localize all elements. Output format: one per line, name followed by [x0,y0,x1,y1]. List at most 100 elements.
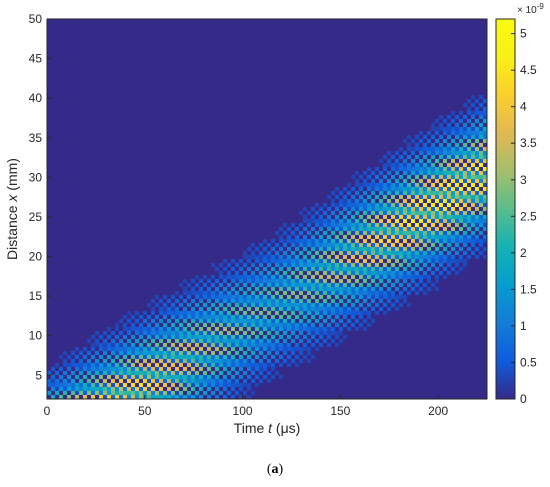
heatmap-cell [311,327,315,331]
heatmap-cell [403,151,407,155]
heatmap-cell [119,359,123,363]
heatmap-cell [123,371,127,375]
heatmap-cell [327,215,331,219]
heatmap-cell [283,311,287,315]
heatmap-cell [395,207,399,211]
heatmap-cell [331,239,335,243]
heatmap-cell [219,371,223,375]
heatmap-cell [151,327,155,331]
heatmap-cell [351,215,355,219]
heatmap-cell [363,247,367,251]
y-tick-label: 35 [29,131,43,145]
heatmap-cell [259,319,263,323]
heatmap-cell [339,247,343,251]
heatmap-cell [75,347,79,351]
heatmap-cell [223,367,227,371]
heatmap-cell [79,367,83,371]
heatmap-cell [215,343,219,347]
heatmap-cell [83,367,87,371]
heatmap-cell [343,207,347,211]
heatmap-cell [363,271,367,275]
heatmap-cell [87,387,91,391]
heatmap-cell [479,251,483,255]
heatmap-cell [483,115,487,119]
heatmap-cell [387,279,391,283]
heatmap-cell [355,279,359,283]
heatmap-cell [319,263,323,267]
heatmap-cell [139,387,143,391]
heatmap-cell [303,303,307,307]
heatmap-cell [451,231,455,235]
heatmap-cell [355,307,359,311]
heatmap-cell [175,339,179,343]
heatmap-cell [135,319,139,323]
heatmap-cell [371,223,375,227]
heatmap-cell [267,299,271,303]
heatmap-cell [327,235,331,239]
heatmap-cell [307,279,311,283]
heatmap-cell [483,203,487,207]
heatmap-cell [247,367,251,371]
heatmap-cell [247,255,251,259]
heatmap-cell [227,311,231,315]
heatmap-cell [359,203,363,207]
heatmap-cell [415,239,419,243]
heatmap-cell [51,395,55,399]
heatmap-cell [311,283,315,287]
heatmap-cell [311,207,315,211]
heatmap-cell [195,283,199,287]
heatmap-cell [143,339,147,343]
y-tick-label: 10 [29,329,43,343]
heatmap-cell [291,223,295,227]
heatmap-cell [239,367,243,371]
heatmap-cell [223,327,227,331]
heatmap-cell [475,111,479,115]
heatmap-cell [355,287,359,291]
heatmap-cell [471,167,475,171]
heatmap-cell [355,271,359,275]
heatmap-cell [167,367,171,371]
heatmap-cell [311,307,315,311]
heatmap-cell [451,215,455,219]
heatmap-cell [275,303,279,307]
heatmap-cell [379,227,383,231]
heatmap-cell [267,371,271,375]
heatmap-cell [287,259,291,263]
heatmap-cell [303,243,307,247]
heatmap-cell [163,359,167,363]
heatmap-cell [375,175,379,179]
heatmap-cell [159,387,163,391]
heatmap-cell [303,239,307,243]
heatmap-cell [295,243,299,247]
heatmap-cell [447,147,451,151]
heatmap-cell [207,295,211,299]
heatmap-cell [331,319,335,323]
heatmap-cell [383,195,387,199]
heatmap-cell [315,243,319,247]
heatmap-cell [287,267,291,271]
heatmap-cell [375,311,379,315]
heatmap-cell [379,259,383,263]
heatmap-cell [387,251,391,255]
heatmap-cell [291,255,295,259]
heatmap-cell [315,303,319,307]
heatmap-cell [459,235,463,239]
heatmap-cell [435,199,439,203]
heatmap-cell [395,171,399,175]
heatmap-cell [443,219,447,223]
heatmap-cell [443,199,447,203]
heatmap-cell [311,323,315,327]
heatmap-cell [243,323,247,327]
heatmap-cell [407,303,411,307]
heatmap-cell [407,207,411,211]
heatmap-cell [199,339,203,343]
heatmap-cell [347,183,351,187]
heatmap-cell [131,387,135,391]
heatmap-cell [471,183,475,187]
heatmap-cell [291,287,295,291]
heatmap-cell [463,123,467,127]
heatmap-cell [471,175,475,179]
heatmap-cell [259,259,263,263]
heatmap-cell [327,239,331,243]
heatmap-cell [383,163,387,167]
